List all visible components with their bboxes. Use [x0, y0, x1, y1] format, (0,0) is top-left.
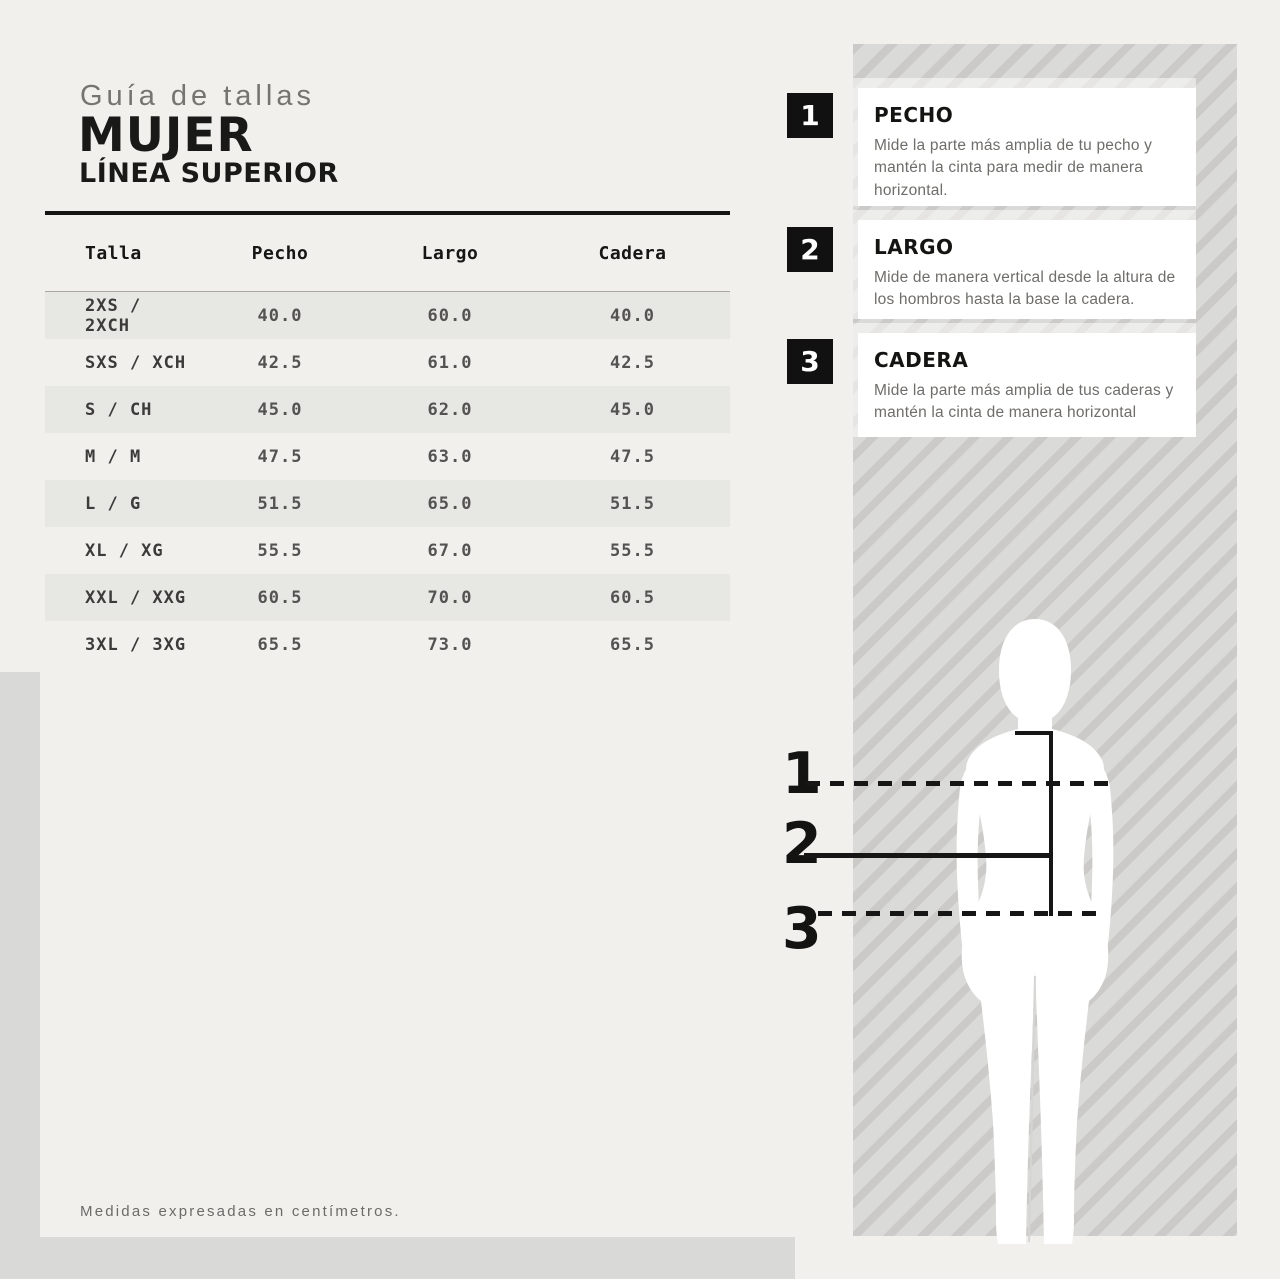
largo-cell: 67.0	[427, 540, 473, 561]
info-title-cadera: CADERA	[874, 348, 969, 372]
pecho-cell: 51.5	[257, 493, 303, 514]
pecho-cell: 45.0	[257, 399, 303, 420]
length-measure-lead-line	[804, 853, 1053, 858]
step-badge-1: 1	[787, 93, 833, 138]
table-row: SXS / XCH 42.5 61.0 42.5	[45, 339, 730, 386]
bottom-gray-band	[40, 1237, 795, 1279]
table-row: XXL / XXG 60.5 70.0 60.5	[45, 574, 730, 621]
shoulder-tick-line	[1015, 731, 1053, 735]
info-box-largo: LARGO Mide de manera vertical desde la a…	[858, 220, 1196, 319]
info-box-cadera: CADERA Mide la parte más amplia de tus c…	[858, 333, 1196, 437]
info-title-largo: LARGO	[874, 235, 954, 259]
step-number-2: 2	[800, 233, 820, 266]
largo-cell: 70.0	[427, 587, 473, 608]
column-header-pecho: Pecho	[251, 242, 309, 264]
pecho-cell: 40.0	[257, 305, 303, 326]
largo-cell: 60.0	[427, 305, 473, 326]
largo-cell: 61.0	[427, 352, 473, 373]
cadera-cell: 42.5	[610, 352, 655, 373]
table-row: XL / XG 55.5 67.0 55.5	[45, 527, 730, 574]
pecho-cell: 65.5	[257, 634, 303, 655]
info-box-pecho: PECHO Mide la parte más amplia de tu pec…	[858, 88, 1196, 206]
cadera-cell: 60.5	[610, 587, 655, 608]
largo-cell: 63.0	[427, 446, 473, 467]
hip-measure-line	[818, 911, 1102, 916]
column-header-cadera: Cadera	[598, 242, 667, 264]
woman-silhouette-figure	[956, 619, 1114, 1244]
chest-measure-line	[806, 781, 1115, 786]
pecho-cell: 60.5	[257, 587, 303, 608]
diagram-marker-1: 1	[782, 741, 822, 807]
guide-eyebrow-title: Guía de tallas	[80, 80, 315, 112]
size-cell: SXS / XCH	[85, 352, 187, 373]
size-cell: XXL / XXG	[85, 587, 187, 608]
diagram-marker-2: 2	[782, 811, 822, 877]
cadera-cell: 45.0	[610, 399, 655, 420]
largo-cell: 62.0	[427, 399, 473, 420]
pecho-cell: 42.5	[257, 352, 303, 373]
column-header-largo: Largo	[421, 242, 479, 264]
info-text-cadera: Mide la parte más amplia de tus caderas …	[874, 382, 1174, 422]
length-vertical-line	[1049, 731, 1053, 916]
diagram-marker-3: 3	[782, 896, 822, 962]
size-table-header: Talla Pecho Largo Cadera	[45, 215, 730, 292]
cadera-cell: 51.5	[610, 493, 655, 514]
info-title-pecho: PECHO	[874, 103, 954, 127]
cadera-cell: 65.5	[610, 634, 655, 655]
cadera-cell: 40.0	[610, 305, 655, 326]
step-badge-3: 3	[787, 339, 833, 384]
page-title: MUJER	[78, 108, 254, 163]
size-cell: M / M	[85, 446, 142, 467]
cadera-cell: 47.5	[610, 446, 655, 467]
size-table: Talla Pecho Largo Cadera 2XS / 2XCH 40.0…	[45, 211, 730, 668]
step-number-1: 1	[800, 99, 820, 132]
step-badge-2: 2	[787, 227, 833, 272]
table-row: L / G 51.5 65.0 51.5	[45, 480, 730, 527]
size-cell: XL / XG	[85, 540, 164, 561]
size-cell: 3XL / 3XG	[85, 634, 187, 655]
table-row: 3XL / 3XG 65.5 73.0 65.5	[45, 621, 730, 668]
page-subtitle: LÍNEA SUPERIOR	[79, 158, 339, 189]
cadera-cell: 55.5	[610, 540, 655, 561]
table-row: S / CH 45.0 62.0 45.0	[45, 386, 730, 433]
pecho-cell: 55.5	[257, 540, 303, 561]
step-number-3: 3	[800, 345, 820, 378]
column-header-talla: Talla	[85, 242, 142, 264]
largo-cell: 65.0	[427, 493, 473, 514]
size-cell: S / CH	[85, 399, 153, 420]
size-cell: 2XS / 2XCH	[85, 295, 142, 336]
pecho-cell: 47.5	[257, 446, 303, 467]
info-text-pecho: Mide la parte más amplia de tu pecho y m…	[874, 137, 1153, 199]
table-row: M / M 47.5 63.0 47.5	[45, 433, 730, 480]
size-cell: L / G	[85, 493, 142, 514]
table-row: 2XS / 2XCH 40.0 60.0 40.0	[45, 292, 730, 339]
largo-cell: 73.0	[427, 634, 473, 655]
units-footnote: Medidas expresadas en centímetros.	[80, 1203, 401, 1220]
left-gray-band	[0, 672, 40, 1279]
info-text-largo: Mide de manera vertical desde la altura …	[874, 269, 1176, 309]
